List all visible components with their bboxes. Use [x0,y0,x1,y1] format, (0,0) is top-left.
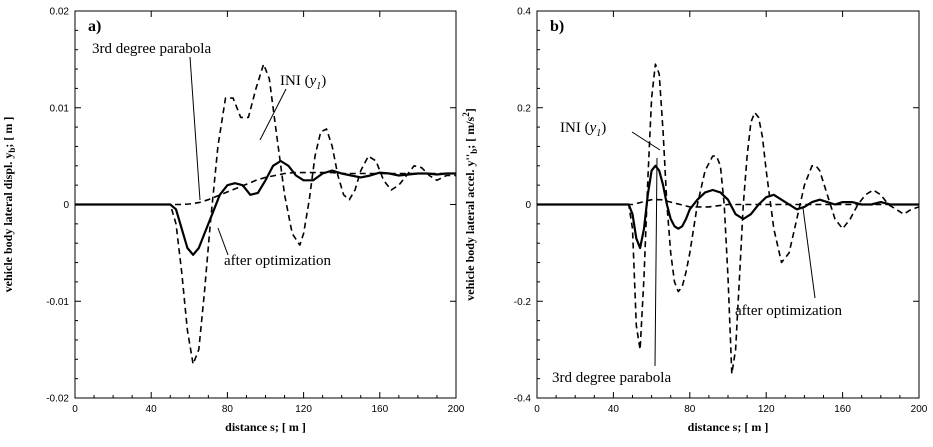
annotation-optimized: after optimization [735,303,843,319]
series-line-optimized [537,164,919,250]
leader-line-optimized [802,207,816,299]
x-axis-label: distance s; [ m ] [225,420,306,434]
x-tick-label: 40 [608,404,620,415]
leader-line-parabola [654,157,658,367]
x-tick-label: 160 [371,404,388,415]
y-axis-label-main: vehicle body lateral accel. y'' [463,154,477,301]
annotation-ini-close: ) [321,73,326,89]
x-tick-label: 0 [534,404,540,415]
x-tick-label: 120 [295,404,312,415]
y-tick-label: 0.01 [50,103,70,114]
y-axis-label-unit: ; [ m ] [1,117,15,148]
x-axis-label: distance s; [ m ] [688,420,769,434]
x-tick-label: 80 [684,404,696,415]
y-tick-label: 0.02 [50,7,70,18]
y-axis-label-unit: ; [ m/s [463,116,477,148]
y-tick-label: 0.4 [517,7,531,18]
annotation-parabola: 3rd degree parabola [552,370,671,386]
x-tick-label: 200 [448,404,465,415]
y-axis-label-main: vehicle body lateral displ. y [1,153,15,293]
x-tick-label: 0 [72,404,78,415]
annotation-optimized: after optimization [224,253,332,269]
series-line-parabola [75,171,456,206]
series-line-parabola [537,198,919,208]
x-tick-label: 40 [146,404,158,415]
panel-label: b) [550,18,564,35]
annotation-ini-prefix: INI ( [560,120,590,136]
annotation-ini: INI (y1) [280,73,326,92]
leader-line-parabola [189,56,201,201]
y-tick-label: -0.02 [46,394,69,405]
leader-line-ini [631,131,661,151]
annotation-ini-sub: 1 [316,81,321,92]
series-line-ini [537,63,920,375]
y-tick-label: -0.01 [46,297,69,308]
annotation-parabola: 3rd degree parabola [92,41,211,57]
annotation-ini-var: y [588,120,597,136]
y-tick-label: -0.4 [514,394,532,405]
leader-line-optimized [217,227,229,256]
y-tick-label: 0.2 [517,103,531,114]
annotation-ini-sub: 1 [596,128,601,139]
annotation-ini-var: y [308,73,317,89]
x-tick-label: 200 [911,404,928,415]
y-tick-label: -0.2 [514,297,532,308]
panel-label: a) [88,18,101,35]
y-axis-label: vehicle body lateral accel. y''b; [ m/s2… [461,108,479,300]
series-line-optimized [75,159,456,256]
y-tick-label: 0 [525,200,531,211]
annotation-ini-close: ) [601,120,606,136]
chart-panel-b: -0.4 -0.2 0 0.2 0.4 0 40 80 120 160 200 distance s;… [461,7,928,435]
annotation-ini-prefix: INI ( [280,73,310,89]
y-axis-label-sub: b [7,148,17,153]
y-axis-label-sup: 2 [461,112,471,117]
x-tick-label: 80 [222,404,234,415]
annotation-ini: INI (y1) [560,120,606,139]
y-axis-label-sub: b [469,149,479,154]
leader-line-ini [259,88,287,141]
series-line-ini [75,63,456,365]
y-axis-label-end: ] [463,108,477,112]
y-tick-label: 0 [63,200,69,211]
y-axis-label: vehicle body lateral displ. yb; [ m ] [1,117,17,293]
chart-panel-a: -0.02 -0.01 0 0.01 0.02 0 40 80 120 160 200 distanc… [1,7,465,435]
x-tick-label: 160 [834,404,851,415]
x-tick-label: 120 [758,404,775,415]
